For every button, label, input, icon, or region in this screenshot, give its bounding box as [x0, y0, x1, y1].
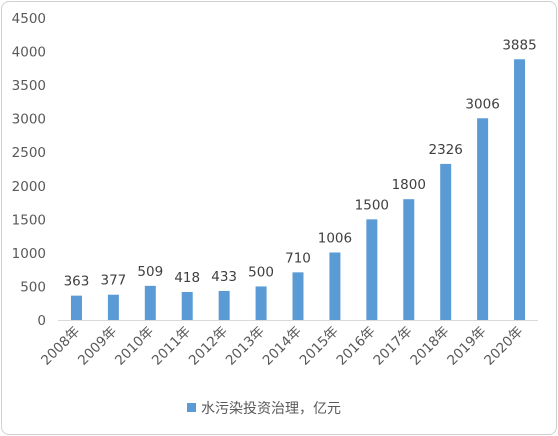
- data-label: 509: [137, 264, 163, 280]
- x-tick-label: 2012年: [186, 324, 231, 369]
- bar: [366, 219, 378, 320]
- data-label: 1800: [392, 177, 426, 193]
- data-label: 710: [285, 250, 311, 266]
- bar: [403, 199, 415, 320]
- data-label: 500: [248, 264, 274, 280]
- y-tick-label: 3000: [12, 112, 46, 128]
- bar: [292, 272, 304, 320]
- y-tick-label: 3500: [12, 78, 46, 94]
- bar: [181, 291, 193, 320]
- bar: [70, 295, 82, 320]
- y-tick-label: 1000: [12, 246, 46, 262]
- y-tick-label: 500: [20, 279, 46, 295]
- x-tick-label: 2013年: [223, 324, 268, 369]
- bar: [218, 290, 230, 320]
- y-tick-label: 1500: [12, 212, 46, 228]
- y-tick-label: 4500: [12, 11, 46, 27]
- y-tick-label: 2500: [12, 145, 46, 161]
- x-tick-label: 2020年: [481, 324, 526, 369]
- x-tick-label: 2015年: [297, 324, 342, 369]
- bar: [255, 286, 267, 320]
- bars: [70, 59, 526, 320]
- bar: [329, 252, 341, 320]
- data-label: 363: [64, 274, 90, 290]
- x-axis-ticks: 2008年2009年2010年2011年2012年2013年2014年2015年…: [38, 324, 526, 369]
- bar: [107, 294, 119, 320]
- data-label: 377: [100, 273, 126, 289]
- data-label: 3006: [465, 96, 499, 112]
- data-label: 1500: [355, 197, 389, 213]
- data-label: 3885: [502, 37, 536, 53]
- x-tick-label: 2017年: [370, 324, 415, 369]
- data-label: 433: [211, 269, 237, 285]
- x-tick-label: 2010年: [112, 324, 157, 369]
- x-tick-label: 2008年: [38, 324, 83, 369]
- data-label: 1006: [318, 230, 352, 246]
- y-tick-label: 4000: [12, 45, 46, 61]
- y-tick-label: 0: [37, 313, 46, 329]
- data-label: 2326: [429, 142, 463, 158]
- y-axis-ticks: 0 500 1000 1500 2000 2500 3000 3500 4000 4500: [12, 11, 46, 329]
- bar: [477, 118, 489, 320]
- bar: [440, 163, 452, 320]
- data-label: 418: [174, 270, 200, 286]
- legend-swatch: [187, 403, 196, 412]
- x-tick-label: 2009年: [75, 324, 120, 369]
- legend-label: 水污染投资治理，亿元: [201, 401, 341, 417]
- x-tick-label: 2011年: [149, 324, 194, 369]
- x-tick-label: 2019年: [444, 324, 489, 369]
- x-tick-label: 2014年: [260, 324, 305, 369]
- x-tick-label: 2018年: [407, 324, 452, 369]
- x-tick-label: 2016年: [334, 324, 379, 369]
- legend: 水污染投资治理，亿元: [187, 401, 341, 417]
- bar: [514, 59, 526, 320]
- y-tick-label: 2000: [12, 179, 46, 195]
- bar: [144, 285, 156, 320]
